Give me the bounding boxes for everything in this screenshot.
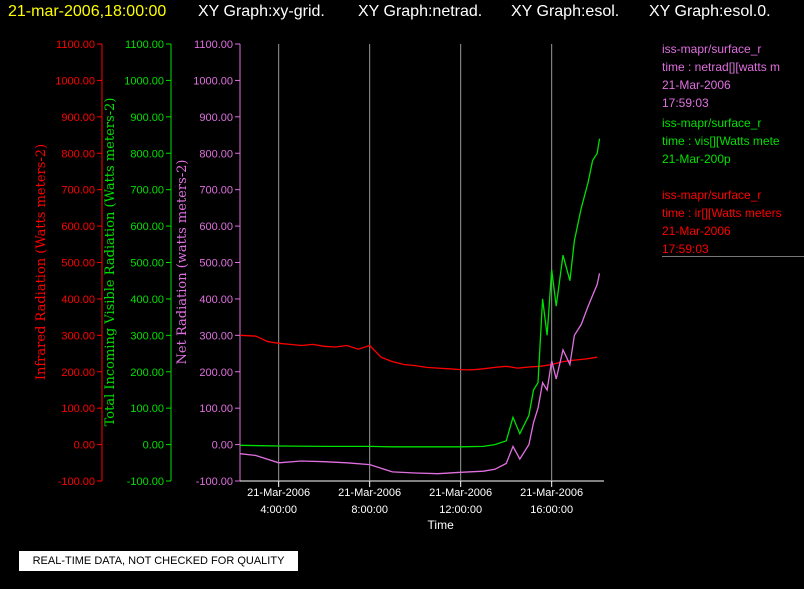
graph-label-xy-grid: XY Graph:xy-grid. bbox=[198, 3, 325, 20]
legend-source: iss-mapr/surface_r bbox=[662, 116, 762, 130]
series-line bbox=[239, 334, 598, 371]
legend-source: iss-mapr/surface_r bbox=[662, 188, 762, 202]
y-tick-label: 1100.00 bbox=[56, 39, 95, 51]
y-tick-label: 200.00 bbox=[61, 367, 95, 379]
legend-variable: time : vis[][Watts mete bbox=[662, 134, 780, 148]
quality-note: REAL-TIME DATA, NOT CHECKED FOR QUALITY bbox=[19, 551, 298, 571]
header-bar: 21-mar-2006,18:00:00 XY Graph:xy-grid. X… bbox=[0, 0, 804, 26]
legend-time: 17:59:03 bbox=[662, 242, 709, 256]
legend-divider bbox=[662, 256, 804, 257]
y-tick-label: 1000.00 bbox=[55, 75, 95, 87]
legend-source: iss-mapr/surface_r bbox=[662, 42, 762, 56]
x-tick-label: 21-Mar-2006 bbox=[338, 487, 401, 499]
y-tick-label: 500.00 bbox=[61, 258, 95, 270]
y-tick-label: 0.00 bbox=[143, 440, 164, 452]
y-tick-label: 600.00 bbox=[199, 221, 233, 233]
x-tick-label: 4:00:00 bbox=[260, 504, 297, 516]
x-axis-title: Time bbox=[428, 518, 455, 532]
x-tick-label: 21-Mar-2006 bbox=[247, 487, 310, 499]
x-tick-label: 8:00:00 bbox=[351, 504, 388, 516]
y-tick-label: 900.00 bbox=[130, 112, 164, 124]
y-axis-title: Infrared Radiation (Watts meters-2) bbox=[34, 144, 49, 380]
y-tick-label: 500.00 bbox=[199, 258, 233, 270]
y-tick-label: 400.00 bbox=[130, 294, 164, 306]
graph-label-esol: XY Graph:esol. bbox=[511, 3, 620, 20]
y-tick-label: 300.00 bbox=[130, 330, 164, 342]
y-tick-label: 100.00 bbox=[61, 403, 95, 415]
y-tick-label: 800.00 bbox=[130, 148, 164, 160]
y-tick-label: 100.00 bbox=[130, 403, 164, 415]
y-tick-label: 300.00 bbox=[199, 330, 233, 342]
y-tick-label: 1100.00 bbox=[194, 39, 233, 51]
x-tick-label: 21-Mar-2006 bbox=[520, 487, 583, 499]
legend-date: 21-Mar-2006 bbox=[662, 78, 731, 92]
y-axis-title: Total Incoming Visible Radiation (Watts … bbox=[103, 98, 118, 427]
y-tick-label: 0.00 bbox=[74, 440, 95, 452]
y-tick-label: 100.00 bbox=[199, 403, 233, 415]
x-tick-label: 16:00:00 bbox=[530, 504, 573, 516]
y-tick-label: 400.00 bbox=[61, 294, 95, 306]
x-tick-label: 21-Mar-2006 bbox=[429, 487, 492, 499]
legend-date: 21-Mar-200p bbox=[662, 152, 731, 166]
y-tick-label: 800.00 bbox=[61, 148, 95, 160]
legend-time: 17:59:03 bbox=[662, 96, 709, 110]
legend-entry-vis: iss-mapr/surface_r time : vis[][Watts me… bbox=[662, 114, 804, 168]
series-line bbox=[239, 273, 601, 475]
legend-variable: time : netrad[][watts m bbox=[662, 60, 781, 74]
y-tick-label: 700.00 bbox=[199, 185, 233, 197]
y-tick-label: 0.00 bbox=[212, 440, 233, 452]
y-tick-label: 200.00 bbox=[130, 367, 164, 379]
legend-date: 21-Mar-2006 bbox=[662, 224, 731, 238]
y-tick-label: 500.00 bbox=[130, 258, 164, 270]
series-line bbox=[239, 138, 601, 448]
y-tick-label: 600.00 bbox=[130, 221, 164, 233]
y-axis-title: Net Radiation (watts meters-2) bbox=[175, 160, 190, 365]
y-tick-label: -100.00 bbox=[58, 476, 95, 488]
legend-entry-ir: iss-mapr/surface_r time : ir[][Watts met… bbox=[662, 186, 804, 258]
timestamp-label: 21-mar-2006,18:00:00 bbox=[8, 3, 167, 20]
y-tick-label: -100.00 bbox=[196, 476, 233, 488]
y-tick-label: 700.00 bbox=[61, 185, 95, 197]
legend-variable: time : ir[][Watts meters bbox=[662, 206, 782, 220]
y-tick-label: 300.00 bbox=[61, 330, 95, 342]
y-tick-label: 600.00 bbox=[61, 221, 95, 233]
legend-entry-netrad: iss-mapr/surface_r time : netrad[][watts… bbox=[662, 40, 804, 112]
y-tick-label: 1000.00 bbox=[124, 75, 164, 87]
y-tick-label: 900.00 bbox=[199, 112, 233, 124]
y-tick-label: 400.00 bbox=[199, 294, 233, 306]
graph-label-netrad: XY Graph:netrad. bbox=[358, 3, 483, 20]
x-tick-label: 12:00:00 bbox=[439, 504, 482, 516]
y-tick-label: 900.00 bbox=[61, 112, 95, 124]
y-tick-label: 1100.00 bbox=[125, 39, 164, 51]
y-tick-label: 700.00 bbox=[130, 185, 164, 197]
y-tick-label: 200.00 bbox=[199, 367, 233, 379]
y-tick-label: 1000.00 bbox=[193, 75, 233, 87]
y-tick-label: -100.00 bbox=[127, 476, 164, 488]
graph-label-esol0: XY Graph:esol.0. bbox=[649, 3, 771, 20]
y-tick-label: 800.00 bbox=[199, 148, 233, 160]
